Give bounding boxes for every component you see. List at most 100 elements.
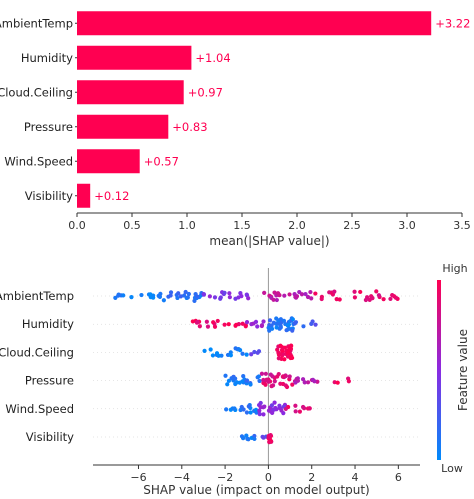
swarm-category-label: Wind.Speed [5,402,74,416]
swarm-dot [259,323,264,329]
swarm-dot [279,408,284,413]
swarm-dot [261,377,266,383]
swarm-dot [297,289,302,295]
swarm-dot [272,400,277,405]
swarm-dot [255,324,260,329]
swarm-dot [261,319,266,324]
swarm-dot [211,320,216,325]
swarm-dot [257,408,262,413]
swarm-dot [227,291,232,296]
swarm-dot [267,328,272,333]
swarm-dot [278,343,283,348]
bar-x-axis-ticks: 0.0 0.5 1.0 1.5 2.0 2.5 3.0 3.5 [68,213,471,232]
bar-category-label: Wind.Speed [4,154,73,168]
swarm-dot [204,319,209,324]
bar-x-tick-label: 0.0 [68,219,86,232]
swarm-dot [335,380,340,385]
swarm-dot [238,407,243,413]
swarm-dot [233,376,238,381]
swarm-dot [227,295,232,300]
swarm-dot [222,290,227,295]
swarm-dot [239,294,244,299]
swarm-category-label: Pressure [25,374,74,388]
bar-value-label: +3.22 [435,16,470,30]
bar-value-label: +1.04 [195,51,230,65]
beeswarm-chart: −6 −4 −2 0 2 4 6 AmbientTemp Humidity Cloud.Ceil… [0,262,470,497]
swarm-dot [313,322,318,327]
bar-value-label: +0.12 [94,189,129,203]
swarm-x-tick-label: 4 [352,471,359,484]
swarm-dot [305,294,311,300]
swarm-x-tick-label: −4 [174,471,190,484]
swarm-dot [286,350,291,355]
swarm-dot [113,295,118,300]
swarm-dot [358,289,363,295]
bar [77,183,91,208]
swarm-dot [244,292,249,297]
swarm-dot [313,291,318,296]
swarm-dot [290,317,295,322]
bar-category-label: Cloud.Ceiling [0,85,73,99]
swarm-dot [286,347,292,352]
swarm-dot [186,291,191,297]
swarm-dot [212,324,218,329]
swarm-dot [216,353,221,358]
swarm-dot [263,371,268,376]
swarm-dot [287,292,292,297]
swarm-dot [319,294,324,299]
swarm-dot [249,352,254,357]
swarm-dot [226,378,231,383]
swarm-dot [275,291,281,296]
swarm-dot [293,320,299,325]
swarm-dot [192,298,197,303]
bar-category-labels: AmbientTemp Humidity Cloud.Ceiling Pressure… [0,16,77,203]
swarm-dot [294,376,299,382]
swarm-dot [271,320,276,325]
swarm-dot [261,435,266,440]
swarm-dot [300,377,306,382]
bar [77,80,184,105]
swarm-dot [240,351,245,356]
swarm-dot [286,322,292,327]
swarm-dot [178,294,183,299]
swarm-dot [301,324,306,329]
swarm-dot [282,293,287,298]
swarm-dot [283,406,288,412]
swarm-dot [271,297,276,302]
swarm-dot [195,319,200,325]
swarm-dot [309,296,314,301]
swarm-dot [288,355,294,360]
swarm-dot [281,318,287,323]
bar-x-tick-label: 2.5 [343,219,361,232]
swarm-dot [252,436,257,442]
swarm-dot [244,320,250,325]
swarm-dot [261,380,266,386]
swarm-dot [312,379,317,384]
swarm-dot [233,346,238,351]
swarm-dot [182,293,187,298]
swarm-dot [370,296,375,301]
swarm-dot [280,374,285,379]
bar-category-label: Visibility [25,189,73,203]
swarm-dot [259,371,265,376]
swarm-dot [276,356,281,361]
bar-x-tick-label: 3.0 [398,219,416,232]
swarm-dot [287,374,292,379]
swarm-dot [297,409,302,414]
swarm-dot [267,318,273,323]
swarm-dot [241,436,246,441]
swarm-dot [293,409,298,414]
swarm-category-labels: AmbientTemp Humidity Cloud.Ceiling Pressure… [0,289,74,444]
swarm-dot [234,380,240,385]
swarm-dot [290,382,295,387]
swarm-dot [223,373,228,378]
swarm-dot [225,382,230,387]
swarm-dot [248,410,253,415]
swarm-dot [269,384,274,389]
swarm-dot [232,406,237,411]
swarm-dot [258,405,263,410]
swarm-dot [248,382,253,387]
bar [77,114,169,139]
swarm-dot [308,289,313,295]
swarm-dot [244,352,249,357]
